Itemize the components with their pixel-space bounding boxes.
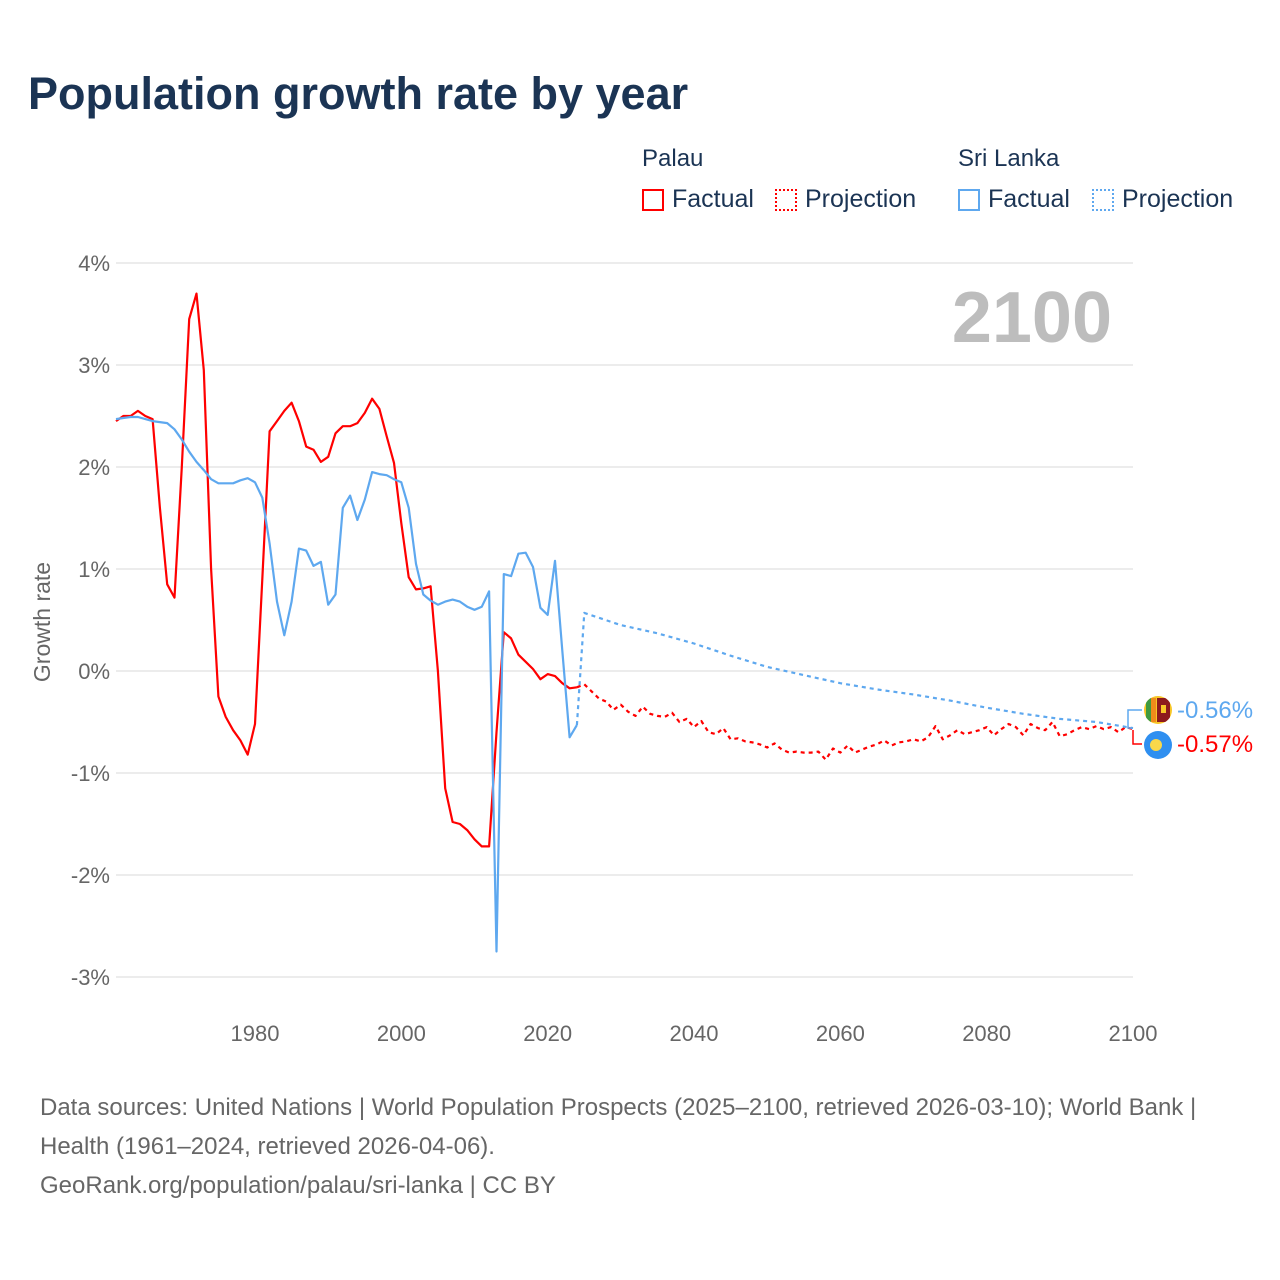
legend-label: Projection bbox=[805, 185, 917, 213]
x-tick-label: 2000 bbox=[377, 1021, 426, 1046]
y-axis-label: Growth rate bbox=[29, 562, 55, 682]
legend-group-palau: Palau bbox=[642, 145, 704, 172]
connector-palau bbox=[1132, 730, 1142, 745]
y-tick-label: 0% bbox=[78, 659, 110, 684]
legend-palau-projection[interactable]: Projection bbox=[775, 185, 916, 214]
legend-label: Factual bbox=[988, 185, 1070, 213]
y-tick-label: -2% bbox=[71, 863, 110, 888]
x-tick-label: 2020 bbox=[523, 1021, 572, 1046]
y-tick-label: 2% bbox=[78, 455, 110, 480]
sri-lanka-flag-icon bbox=[1144, 696, 1172, 724]
legend-swatch-dotted bbox=[1092, 188, 1114, 211]
y-tick-label: 4% bbox=[78, 251, 110, 276]
legend-sri-lanka-projection[interactable]: Projection bbox=[1092, 185, 1233, 214]
legend-swatch-solid bbox=[642, 188, 664, 211]
end-label-palau: -0.57% bbox=[1177, 731, 1253, 758]
source-text: Data sources: United Nations | World Pop… bbox=[40, 1094, 1197, 1160]
x-tick-label: 2100 bbox=[1109, 1021, 1158, 1046]
series-palau-factual bbox=[115, 292, 578, 848]
line-chart: 4% 3% 2% 1% 0% -1% -2% -3% 1980 2000 2020 2040 2060 2… bbox=[29, 251, 1253, 1046]
legend-swatch-solid bbox=[958, 188, 980, 211]
year-watermark: 2100 bbox=[952, 278, 1112, 358]
legend-label: Factual bbox=[672, 185, 754, 213]
y-tick-label: 3% bbox=[78, 353, 110, 378]
y-tick-label: -3% bbox=[71, 965, 110, 990]
source-link[interactable]: GeoRank.org/population/palau/sri-lanka |… bbox=[40, 1172, 556, 1199]
connector-sri-lanka bbox=[1127, 709, 1142, 729]
legend-swatch-dotted bbox=[775, 188, 797, 211]
page-title: Population growth rate by year bbox=[28, 68, 689, 119]
legend-sri-lanka-factual[interactable]: Factual bbox=[958, 185, 1070, 214]
end-label-sri-lanka: -0.56% bbox=[1177, 697, 1253, 724]
x-tick-label: 1980 bbox=[231, 1021, 280, 1046]
y-tick-label: 1% bbox=[78, 557, 110, 582]
palau-flag-icon bbox=[1144, 731, 1172, 759]
x-tick-label: 2080 bbox=[962, 1021, 1011, 1046]
source-note: Data sources: United Nations | World Pop… bbox=[40, 1088, 1240, 1205]
series-sri-lanka-projection bbox=[575, 611, 1134, 730]
legend-group-sri-lanka: Sri Lanka bbox=[958, 145, 1060, 172]
series-palau-projection bbox=[576, 683, 1134, 761]
series-sri-lanka-factual bbox=[115, 415, 578, 953]
legend-palau-factual[interactable]: Factual bbox=[642, 185, 754, 214]
x-tick-label: 2060 bbox=[816, 1021, 865, 1046]
y-tick-label: -1% bbox=[71, 761, 110, 786]
legend-label: Projection bbox=[1122, 185, 1234, 213]
x-tick-label: 2040 bbox=[670, 1021, 719, 1046]
